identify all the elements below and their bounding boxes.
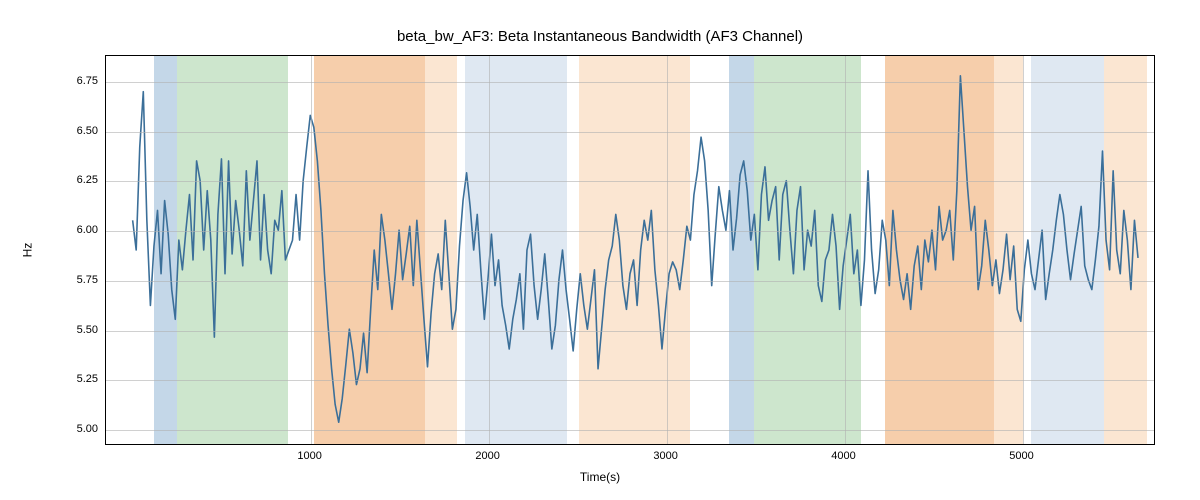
grid-line [489, 56, 490, 444]
grid-line [845, 56, 846, 444]
line-series-svg [106, 56, 1154, 444]
y-tick-label: 6.50 [77, 125, 98, 137]
grid-line [1023, 56, 1024, 444]
y-tick-label: 6.00 [77, 224, 98, 236]
chart-container: beta_bw_AF3: Beta Instantaneous Bandwidt… [0, 0, 1200, 500]
x-tick-label: 4000 [831, 450, 855, 462]
grid-line [106, 380, 1154, 381]
grid-line [106, 132, 1154, 133]
grid-line [106, 82, 1154, 83]
x-tick-label: 5000 [1009, 450, 1033, 462]
grid-line [311, 56, 312, 444]
grid-line [106, 231, 1154, 232]
y-tick-label: 5.75 [77, 274, 98, 286]
grid-line [667, 56, 668, 444]
chart-title: beta_bw_AF3: Beta Instantaneous Bandwidt… [0, 28, 1200, 45]
grid-line [106, 281, 1154, 282]
x-tick-label: 3000 [653, 450, 677, 462]
y-tick-label: 5.25 [77, 373, 98, 385]
x-tick-label: 1000 [297, 450, 321, 462]
grid-line [106, 430, 1154, 431]
y-tick-label: 6.25 [77, 174, 98, 186]
grid-line [106, 181, 1154, 182]
x-tick-label: 2000 [475, 450, 499, 462]
y-tick-label: 5.50 [77, 324, 98, 336]
y-tick-label: 6.75 [77, 75, 98, 87]
grid-line [106, 331, 1154, 332]
line-series [133, 76, 1138, 422]
y-axis-label: Hz [20, 243, 34, 258]
y-tick-label: 5.00 [77, 423, 98, 435]
x-axis-label: Time(s) [0, 470, 1200, 484]
plot-area [105, 55, 1155, 445]
